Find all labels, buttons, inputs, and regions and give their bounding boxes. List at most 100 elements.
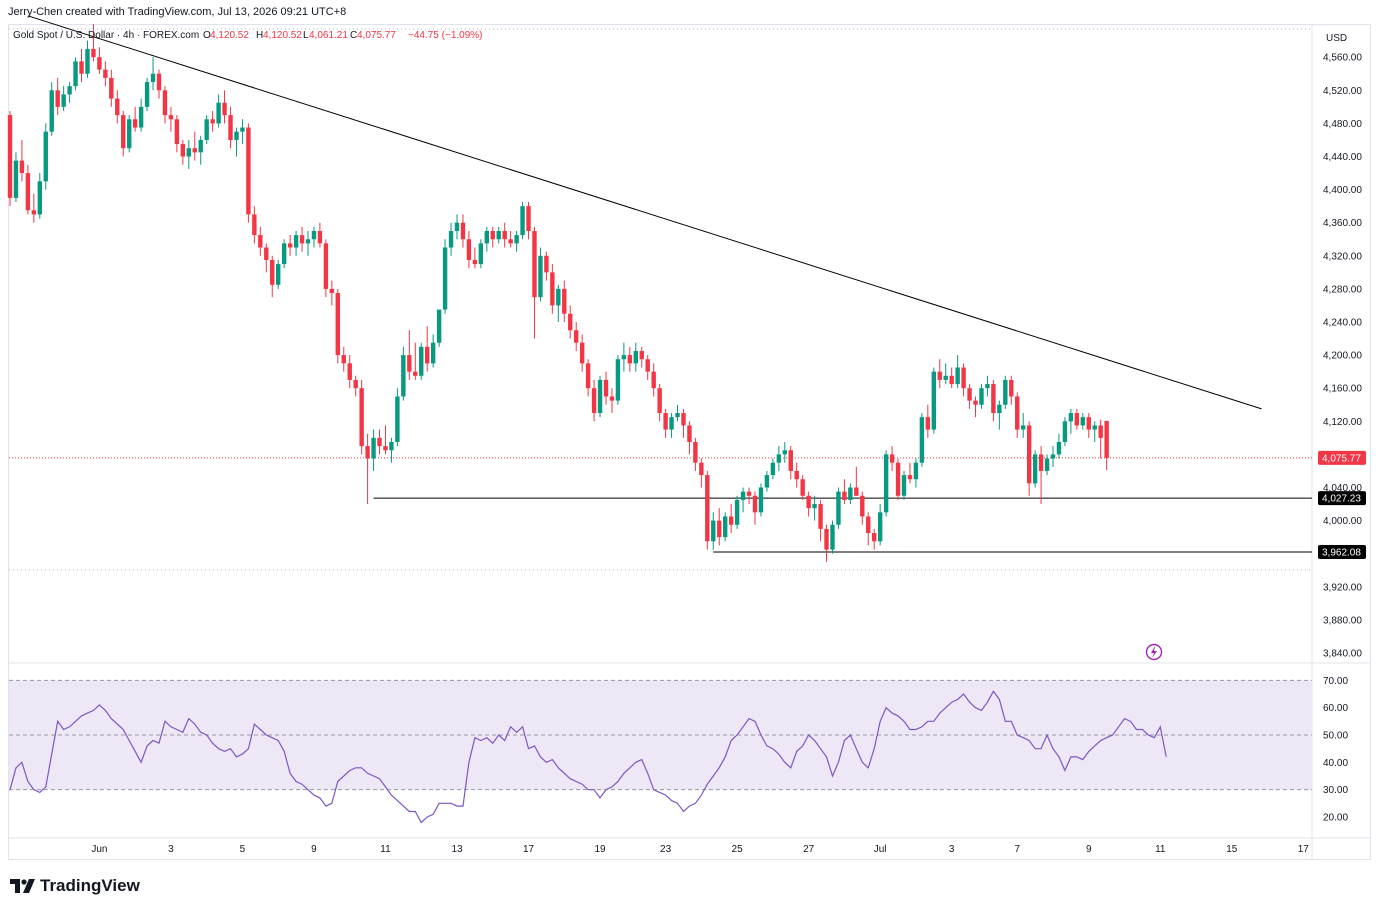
candle-body — [97, 57, 102, 70]
candle-body — [121, 115, 126, 149]
candle — [818, 499, 823, 542]
candle — [407, 330, 412, 380]
candle-body — [806, 495, 811, 509]
candle-body — [228, 115, 233, 140]
candle — [335, 288, 340, 364]
candle — [579, 334, 585, 372]
candle-body — [174, 119, 180, 145]
candle — [174, 115, 180, 153]
candle-body — [854, 487, 859, 496]
price-axis-tick: 4,560.00 — [1323, 53, 1362, 64]
candle — [782, 441, 787, 463]
candle-body — [287, 243, 293, 248]
candle-body — [526, 206, 531, 231]
candle — [728, 504, 734, 534]
candle-body — [895, 462, 901, 496]
candle — [526, 202, 531, 240]
candle-body — [943, 375, 948, 380]
candle — [764, 470, 770, 492]
candle-body — [967, 388, 972, 401]
candle-body — [1056, 441, 1062, 455]
candle — [478, 239, 484, 269]
candle — [746, 487, 752, 505]
candle-body — [19, 160, 25, 174]
tradingview-logo-icon — [10, 878, 36, 894]
candle-body — [13, 160, 19, 198]
close-value: 4,075.77 — [357, 30, 396, 41]
candle-body — [425, 346, 430, 364]
candle — [997, 400, 1002, 430]
price-badge-text: 4,027.23 — [1322, 494, 1361, 505]
price-badge: 3,962.08 — [1318, 544, 1366, 559]
candle-body — [109, 77, 114, 99]
trendline — [27, 15, 1262, 410]
candle — [413, 342, 418, 380]
candle — [794, 462, 799, 488]
candle — [776, 446, 782, 471]
price-axis-tick: 4,280.00 — [1323, 284, 1362, 295]
candle — [371, 429, 376, 471]
candle-body — [830, 524, 835, 550]
candle — [323, 239, 329, 298]
price-badge-bg — [1318, 450, 1366, 465]
candle — [1009, 375, 1014, 405]
candle — [347, 355, 352, 389]
lightning-icon[interactable] — [1145, 643, 1163, 661]
candle-body — [544, 255, 549, 273]
candle-body — [937, 371, 942, 380]
candle — [538, 247, 543, 302]
candle-body — [1038, 454, 1044, 471]
candle — [615, 355, 621, 405]
time-axis-tick: 7 — [1014, 844, 1020, 855]
candle-body — [669, 417, 674, 430]
candle-body — [407, 355, 412, 372]
price-badge-bg — [1318, 544, 1366, 559]
candle — [1026, 421, 1032, 496]
candle-body — [848, 487, 853, 500]
candle — [198, 135, 203, 165]
candle — [430, 334, 436, 368]
price-badge: 4,027.23 — [1318, 491, 1366, 506]
candle-body — [192, 148, 197, 153]
candle — [627, 346, 633, 372]
candle-body — [7, 115, 13, 198]
candle — [901, 470, 907, 500]
candle — [228, 106, 233, 149]
time-axis-tick: 25 — [732, 844, 744, 855]
candle — [937, 359, 942, 389]
candle-body — [55, 90, 60, 107]
candle — [240, 119, 245, 145]
candle-body — [1092, 425, 1097, 430]
symbol-info[interactable]: Gold Spot / U.S. Dollar · 4h · FOREX.com — [13, 30, 199, 41]
candle-body — [645, 359, 650, 372]
candle — [121, 110, 126, 157]
candle — [305, 230, 311, 256]
candle-body — [603, 379, 609, 397]
candle-body — [907, 475, 913, 480]
candle-body — [901, 475, 907, 496]
rsi-axis-tick: 30.00 — [1323, 785, 1348, 796]
candle — [91, 24, 96, 62]
candle — [836, 487, 841, 529]
candle — [985, 375, 990, 397]
candle-body — [883, 454, 889, 513]
candle-body — [621, 355, 627, 360]
candle — [717, 508, 722, 546]
price-axis-tick: 4,440.00 — [1323, 152, 1362, 163]
candle — [657, 384, 662, 422]
candle-body — [687, 425, 692, 442]
candle — [341, 346, 346, 372]
candle — [1080, 413, 1085, 430]
currency-label[interactable]: USD — [1326, 33, 1347, 44]
candle-body — [496, 230, 501, 240]
candle — [907, 462, 913, 484]
price-axis-tick: 4,000.00 — [1323, 516, 1362, 527]
candle-body — [711, 520, 716, 542]
candle-body — [395, 396, 400, 442]
candle-body — [365, 446, 370, 459]
candle-body — [454, 222, 460, 231]
tradingview-logo[interactable]: TradingView — [10, 876, 140, 896]
candle-body — [574, 330, 579, 343]
candle — [425, 326, 430, 372]
